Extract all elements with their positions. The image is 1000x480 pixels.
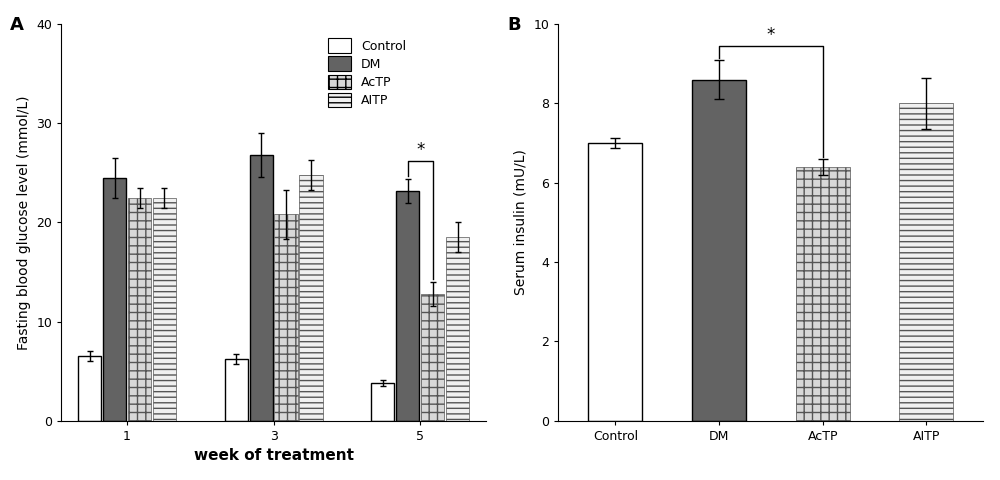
Bar [225,359,248,421]
Bar [421,294,444,421]
Bar [446,237,469,421]
Bar [692,80,746,421]
Bar [588,143,642,421]
Bar [128,198,151,421]
Bar [153,198,176,421]
Bar [78,356,101,421]
Text: *: * [767,26,775,44]
Y-axis label: Fasting blood glucose level (mmol/L): Fasting blood glucose level (mmol/L) [17,95,31,349]
Bar [899,103,953,421]
X-axis label: week of treatment: week of treatment [194,448,354,463]
Legend: Control, DM, AcTP, AITP: Control, DM, AcTP, AITP [328,38,406,107]
Y-axis label: Serum insulin (mU/L): Serum insulin (mU/L) [514,149,528,295]
Bar [103,178,126,421]
Bar [250,155,273,421]
Bar [299,175,323,421]
Text: *: * [416,141,424,159]
Bar [371,383,394,421]
Text: B: B [507,16,521,34]
Bar [396,191,419,421]
Bar [274,215,298,421]
Bar [796,167,850,421]
Text: A: A [10,16,24,34]
